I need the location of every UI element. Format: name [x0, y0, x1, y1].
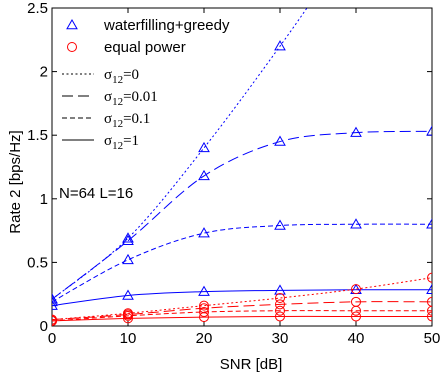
legend-label-rest: =0	[123, 67, 139, 83]
data-point	[198, 169, 210, 181]
y-axis-label: Rate 2 [bps/Hz]	[7, 130, 24, 233]
series-5	[52, 296, 432, 325]
data-point	[199, 300, 209, 311]
data-point	[275, 299, 285, 310]
y-tick-label: 1	[40, 191, 48, 208]
legend-label: σ12=1	[104, 133, 139, 152]
series-line	[52, 289, 432, 307]
data-point	[52, 293, 58, 304]
data-point	[427, 311, 432, 322]
data-point	[427, 296, 432, 307]
data-point	[275, 305, 285, 316]
y-tick-label: 2	[40, 64, 48, 81]
chart-annotation: N=64 L=16	[59, 185, 133, 202]
x-axis-label: SNR [dB]	[220, 356, 283, 373]
data-point	[198, 285, 210, 296]
data-point	[122, 234, 134, 246]
series-3	[52, 283, 432, 310]
legend-label-main: σ	[104, 111, 112, 127]
data-point	[426, 125, 432, 136]
legend-label: σ12=0.1	[104, 111, 150, 130]
x-tick-label: 20	[196, 330, 213, 347]
data-point	[199, 307, 209, 318]
data-point	[351, 311, 361, 322]
data-point	[52, 295, 58, 307]
x-tick-label: 0	[48, 330, 56, 347]
legend-label-sub: 12	[112, 74, 123, 86]
data-point	[351, 284, 361, 295]
data-point	[274, 40, 286, 51]
legend-label-rest: =0.1	[123, 111, 150, 127]
y-tick-label: 0.5	[27, 254, 48, 271]
data-point	[123, 310, 133, 321]
x-tick-label: 40	[348, 330, 365, 347]
data-point	[52, 315, 57, 326]
legend-label-main: σ	[104, 133, 112, 149]
data-point	[274, 135, 286, 146]
legend-label: equal power	[104, 39, 186, 56]
data-point	[274, 284, 286, 295]
plot-series-group	[52, 8, 432, 326]
series-line	[52, 310, 432, 322]
series-line	[52, 223, 432, 303]
legend-label: σ12=0.01	[104, 89, 158, 108]
data-point	[350, 126, 362, 137]
data-point	[122, 289, 134, 300]
series-line	[52, 130, 432, 300]
data-point	[351, 305, 361, 316]
data-point	[426, 218, 432, 229]
data-point	[123, 313, 133, 324]
series-line	[52, 315, 432, 322]
legend-label-sub: 12	[112, 118, 123, 130]
x-tick-label: 30	[272, 330, 289, 347]
y-tick-label: 1.5	[27, 127, 48, 144]
x-tick-label: 50	[424, 330, 441, 347]
legend-label: σ12=0	[104, 67, 139, 86]
x-tick-label: 10	[120, 330, 137, 347]
data-point	[199, 312, 209, 323]
data-point	[350, 218, 362, 229]
data-point	[274, 219, 286, 230]
series-1	[52, 125, 432, 304]
legend-marker	[66, 18, 78, 30]
series-line	[52, 301, 432, 321]
legend-label: waterfilling+greedy	[103, 17, 230, 34]
data-point	[122, 253, 134, 265]
data-point	[198, 141, 210, 153]
y-tick-label: 2.5	[27, 0, 48, 17]
data-point	[275, 293, 285, 304]
data-point	[52, 299, 58, 310]
data-point	[427, 272, 432, 283]
data-point	[426, 283, 432, 294]
legend-label-main: σ	[104, 89, 112, 105]
data-point	[198, 227, 210, 238]
data-point	[122, 232, 134, 243]
series-line	[52, 8, 308, 300]
plot-frame	[51, 7, 433, 327]
legend-label-sub: 12	[112, 96, 123, 108]
series-2	[52, 218, 432, 307]
legend-marker	[67, 42, 77, 52]
series-0	[52, 8, 308, 304]
legend-label-rest: =1	[123, 133, 139, 149]
series-line	[52, 277, 432, 321]
y-tick-label: 0	[40, 318, 48, 335]
data-point	[275, 311, 285, 322]
series-7	[52, 311, 432, 326]
legend-label-rest: =0.01	[123, 89, 158, 105]
data-point	[427, 305, 432, 316]
legend-label-main: σ	[104, 67, 112, 83]
legend-label-sub: 12	[112, 140, 123, 152]
